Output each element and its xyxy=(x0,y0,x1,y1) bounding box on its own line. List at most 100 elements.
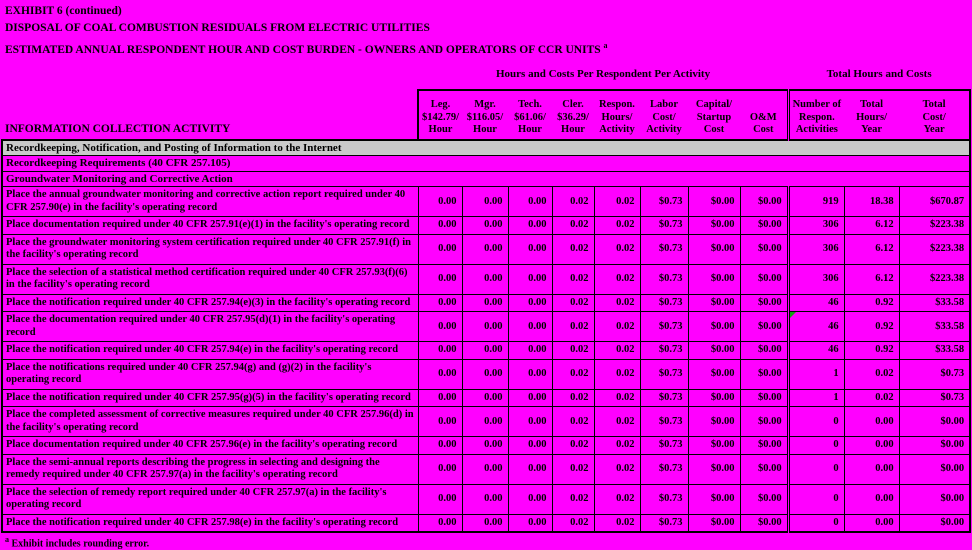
cell-mgr-rate: 0.00 xyxy=(461,263,509,295)
cell-total-hours: 0.00 xyxy=(843,483,900,515)
cell-leg-rate: 0.00 xyxy=(417,293,463,313)
cell-respon-hours: 0.02 xyxy=(593,436,641,455)
cell-total-cost: $33.58 xyxy=(898,311,972,343)
cell-cler-rate: 0.02 xyxy=(551,358,595,390)
cell-labor-cost: $0.73 xyxy=(639,186,689,218)
cell-leg-rate: 0.00 xyxy=(417,311,463,343)
cell-num-activities: 0 xyxy=(786,513,845,534)
cell-respon-hours: 0.02 xyxy=(593,311,641,343)
cell-total-hours: 0.92 xyxy=(843,311,900,343)
cell-leg-rate: 0.00 xyxy=(417,358,463,390)
cell-total-cost: $0.00 xyxy=(898,513,972,534)
cell-capital-startup-cost: $0.00 xyxy=(687,341,741,360)
cell-total-hours: 0.92 xyxy=(843,293,900,313)
cell-labor-cost: $0.73 xyxy=(639,233,689,265)
cell-total-cost: $670.87 xyxy=(898,186,972,218)
column-header-line: Mgr. xyxy=(474,99,496,111)
cell-tech-rate: 0.00 xyxy=(507,513,553,534)
cell-num-activities: 306 xyxy=(786,233,845,265)
cell-respon-hours: 0.02 xyxy=(593,263,641,295)
column-header-line: Hours/ xyxy=(856,111,888,123)
column-header-line: Cost/ xyxy=(922,111,946,123)
section-header-row: Recordkeeping, Notification, and Posting… xyxy=(0,139,972,157)
cell-capital-startup-cost: $0.00 xyxy=(687,406,741,438)
cell-leg-rate: 0.00 xyxy=(417,406,463,438)
cell-tech-rate: 0.00 xyxy=(507,436,553,455)
section-header-row: Recordkeeping Requirements (40 CFR 257.1… xyxy=(0,155,972,172)
cell-capital-startup-cost: $0.00 xyxy=(687,263,741,295)
cell-mgr-rate: 0.00 xyxy=(461,233,509,265)
cell-num-activities: 0 xyxy=(786,483,845,515)
table-row: Place the notification required under 40… xyxy=(1,293,972,313)
column-header-line: $116.05/ xyxy=(466,111,504,123)
group-header-spacer xyxy=(2,62,418,90)
cell-total-cost: $223.38 xyxy=(898,216,972,235)
activity-cell: Place the semi-annual reports describing… xyxy=(1,453,419,485)
column-header-mgr-rate: Mgr. $116.05/Hour xyxy=(462,88,508,141)
cell-capital-startup-cost: $0.00 xyxy=(687,436,741,455)
cell-num-activities: 46 xyxy=(786,341,845,360)
column-header-total-hours: Total Hours/Year xyxy=(844,88,900,141)
cell-total-cost: $0.00 xyxy=(898,483,972,515)
cell-total-hours: 6.12 xyxy=(843,263,900,295)
cell-labor-cost: $0.73 xyxy=(639,358,689,390)
cell-labor-cost: $0.73 xyxy=(639,216,689,235)
cell-respon-hours: 0.02 xyxy=(593,293,641,313)
cell-mgr-rate: 0.00 xyxy=(461,483,509,515)
table-row: Place the documentation required under 4… xyxy=(1,311,972,343)
cell-mgr-rate: 0.00 xyxy=(461,311,509,343)
group-header-row: Hours and Costs Per Respondent Per Activ… xyxy=(2,62,970,90)
cell-mgr-rate: 0.00 xyxy=(461,513,509,534)
activity-cell: Place the notification required under 40… xyxy=(1,388,419,408)
cell-cler-rate: 0.02 xyxy=(551,311,595,343)
cell-total-cost: $0.00 xyxy=(898,453,972,485)
table-title-text: ESTIMATED ANNUAL RESPONDENT HOUR AND COS… xyxy=(5,43,601,56)
column-header-line: Hour xyxy=(518,124,542,136)
cell-labor-cost: $0.73 xyxy=(639,388,689,408)
column-header-line: Hour xyxy=(428,124,453,136)
cell-leg-rate: 0.00 xyxy=(417,263,463,295)
column-header-line: Tech. xyxy=(518,99,542,111)
cell-num-activities: 306 xyxy=(786,263,845,295)
cell-total-hours: 0.00 xyxy=(843,436,900,455)
cell-tech-rate: 0.00 xyxy=(507,311,553,343)
column-header-line: Cler. xyxy=(562,99,584,111)
activity-cell: Place the documentation required under 4… xyxy=(1,311,419,343)
cell-cler-rate: 0.02 xyxy=(551,453,595,485)
column-header-labor-cost: Labor Cost/Activity xyxy=(640,88,688,141)
section-header-label: Groundwater Monitoring and Corrective Ac… xyxy=(0,170,972,188)
exhibit-page: EXHIBIT 6 (continued) DISPOSAL OF COAL C… xyxy=(0,5,972,550)
table-row: Place the selection of remedy report req… xyxy=(1,483,972,515)
table-row: Place the notification required under 40… xyxy=(1,388,972,408)
cell-cler-rate: 0.02 xyxy=(551,341,595,360)
cell-capital-startup-cost: $0.00 xyxy=(687,293,741,313)
exhibit-title: EXHIBIT 6 (continued) xyxy=(5,5,122,17)
column-header-line: Hours/ xyxy=(601,111,633,123)
cell-om-cost: $0.00 xyxy=(739,263,789,295)
cell-leg-rate: 0.00 xyxy=(417,341,463,360)
table-title: ESTIMATED ANNUAL RESPONDENT HOUR AND COS… xyxy=(5,37,971,59)
cell-num-activities: 1 xyxy=(786,388,845,408)
column-header-line: Year xyxy=(861,124,883,136)
cell-tech-rate: 0.00 xyxy=(507,216,553,235)
column-header-total-cost: Total Cost/Year xyxy=(899,88,972,141)
cell-om-cost: $0.00 xyxy=(739,341,789,360)
table-row: Place the notifications required under 4… xyxy=(1,358,972,390)
title-footnote-marker: a xyxy=(603,41,608,50)
cell-total-cost: $0.73 xyxy=(898,358,972,390)
cell-respon-hours: 0.02 xyxy=(593,453,641,485)
column-header-line: $36.29/ xyxy=(557,111,589,123)
cell-cler-rate: 0.02 xyxy=(551,513,595,534)
cell-respon-hours: 0.02 xyxy=(593,186,641,218)
cell-respon-hours: 0.02 xyxy=(593,513,641,534)
activity-cell: Place documentation required under 40 CF… xyxy=(1,216,419,235)
cell-mgr-rate: 0.00 xyxy=(461,406,509,438)
burden-table: Hours and Costs Per Respondent Per Activ… xyxy=(0,62,972,534)
cell-tech-rate: 0.00 xyxy=(507,388,553,408)
cell-leg-rate: 0.00 xyxy=(417,233,463,265)
cell-labor-cost: $0.73 xyxy=(639,436,689,455)
column-header-line: Respon. xyxy=(599,99,635,111)
cell-respon-hours: 0.02 xyxy=(593,406,641,438)
cell-total-cost: $33.58 xyxy=(898,341,972,360)
cell-num-activities: 46 xyxy=(786,311,845,343)
